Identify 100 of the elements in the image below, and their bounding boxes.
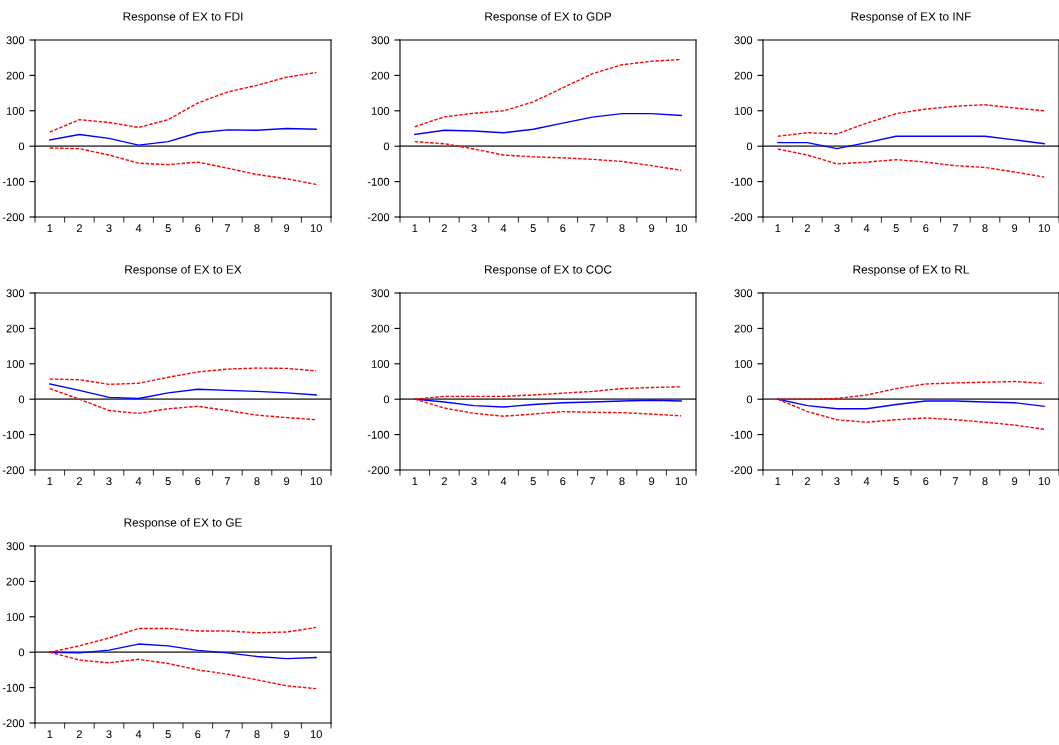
line-series: [414, 112, 682, 136]
line-series: [777, 135, 1045, 150]
y-tick-label: 200: [734, 71, 753, 80]
x-tick-label: 10: [310, 224, 322, 233]
x-tick-label: 3: [106, 224, 112, 233]
x-tick-label: 2: [76, 477, 82, 485]
x-tick-label: 7: [224, 477, 230, 485]
line-series: [49, 383, 317, 400]
x-tick-label: 1: [775, 477, 781, 485]
y-tick-label: 0: [18, 395, 25, 404]
x-tick-label: 5: [530, 224, 536, 233]
x-tick-label: 6: [195, 477, 201, 486]
x-tick-label: 4: [135, 477, 142, 485]
x-tick-label: 5: [165, 730, 171, 739]
y-tick-label: -200: [2, 466, 25, 475]
y-tick-label: -200: [2, 719, 25, 728]
line-series: [49, 367, 317, 386]
y-tick-label: 300: [6, 36, 25, 45]
y-tick-label: 0: [18, 142, 25, 151]
x-tick-label: 7: [589, 477, 595, 485]
x-tick-label: 5: [893, 224, 899, 233]
y-tick-label: -200: [2, 213, 25, 222]
x-tick-label: 8: [619, 224, 625, 233]
line-series: [49, 387, 317, 421]
line-series: [49, 71, 317, 133]
y-tick-label: 200: [371, 324, 390, 333]
y-tick-label: 300: [371, 289, 390, 298]
x-tick-label: 4: [500, 477, 507, 485]
x-tick-label: 2: [76, 730, 82, 738]
x-tick-label: 2: [804, 477, 810, 485]
x-tick-label: 5: [165, 224, 171, 233]
y-tick-label: 200: [371, 71, 390, 80]
y-tick-label: -200: [730, 466, 753, 475]
x-tick-label: 3: [106, 477, 112, 486]
line-series: [777, 148, 1045, 178]
y-tick-label: -100: [2, 430, 25, 439]
x-tick-label: 2: [76, 224, 82, 232]
x-tick-label: 8: [982, 477, 988, 486]
line-series: [777, 104, 1045, 137]
y-tick-label: -200: [730, 213, 753, 222]
x-tick-label: 5: [893, 477, 899, 486]
x-tick-label: 2: [441, 477, 447, 485]
x-tick-label: 4: [863, 224, 870, 232]
y-tick-label: 0: [383, 395, 390, 404]
chart-title: Response of EX to FDI: [123, 12, 243, 24]
x-tick-label: 7: [224, 224, 230, 232]
x-tick-label: 1: [412, 224, 418, 232]
line-series: [777, 398, 1045, 410]
x-tick-label: 5: [530, 477, 536, 486]
x-tick-label: 1: [47, 730, 53, 738]
y-tick-label: -100: [367, 430, 390, 439]
y-tick-label: 0: [18, 648, 25, 657]
x-tick-label: 6: [560, 477, 566, 486]
x-tick-label: 4: [500, 224, 507, 232]
y-tick-label: 300: [6, 289, 25, 298]
y-tick-label: 100: [6, 613, 25, 621]
x-tick-label: 8: [982, 224, 988, 233]
y-tick-label: 300: [6, 542, 25, 551]
line-series: [414, 140, 682, 171]
line-series: [49, 147, 317, 186]
x-tick-label: 7: [589, 224, 595, 232]
x-tick-label: 6: [195, 730, 201, 739]
x-tick-label: 8: [619, 477, 625, 486]
y-tick-label: 300: [371, 36, 390, 45]
x-tick-label: 7: [224, 730, 230, 738]
x-tick-label: 6: [923, 477, 929, 486]
chart-title: Response of EX to RL: [853, 265, 970, 277]
y-tick-label: -100: [2, 683, 25, 692]
y-tick-label: -100: [367, 177, 390, 186]
y-tick-label: -200: [367, 213, 390, 222]
x-tick-label: 3: [834, 477, 840, 486]
x-tick-label: 9: [1012, 224, 1018, 233]
x-tick-label: 2: [804, 224, 810, 232]
x-tick-label: 1: [47, 224, 53, 232]
y-tick-label: -100: [730, 177, 753, 186]
x-tick-label: 10: [1038, 224, 1050, 233]
chart-title: Response of EX to COC: [484, 265, 612, 277]
y-tick-label: 100: [371, 360, 390, 368]
y-tick-label: -200: [367, 466, 390, 475]
x-tick-label: 1: [47, 477, 53, 485]
x-tick-label: 1: [412, 477, 418, 485]
y-tick-label: 200: [6, 324, 25, 333]
x-tick-label: 4: [135, 730, 142, 738]
x-tick-label: 7: [952, 477, 958, 485]
y-tick-label: -100: [730, 430, 753, 439]
line-series: [49, 643, 317, 660]
chart-title: Response of EX to GE: [124, 518, 242, 530]
x-tick-label: 3: [471, 477, 477, 486]
x-tick-label: 9: [649, 224, 655, 233]
x-tick-label: 10: [675, 224, 687, 233]
x-tick-label: 9: [649, 477, 655, 486]
x-tick-label: 9: [1012, 477, 1018, 486]
x-tick-label: 8: [254, 730, 260, 739]
x-tick-label: 10: [310, 477, 322, 486]
x-tick-label: 10: [675, 477, 687, 486]
x-tick-label: 3: [471, 224, 477, 233]
y-tick-label: 300: [734, 289, 753, 298]
x-tick-label: 8: [254, 224, 260, 233]
y-tick-label: 100: [6, 360, 25, 368]
x-tick-label: 4: [135, 224, 142, 232]
